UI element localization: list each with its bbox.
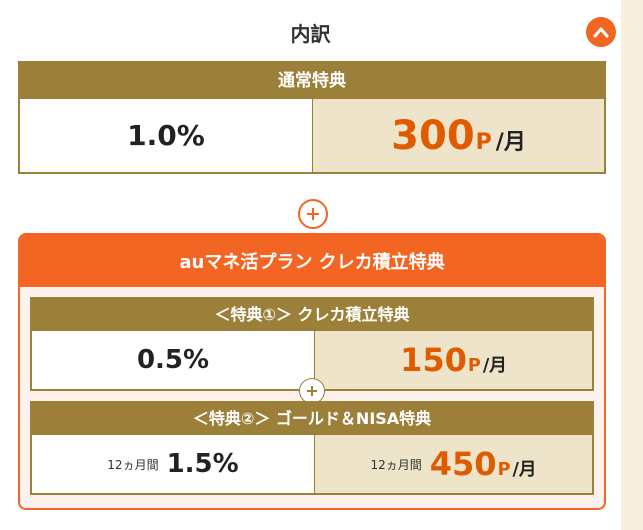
standard-benefit-title: 通常特典: [20, 63, 604, 99]
chevron-up-icon: [593, 27, 609, 38]
benefit1-points-unit: P: [467, 356, 481, 376]
breakdown-header: 内訳: [0, 0, 621, 58]
page-title: 内訳: [290, 22, 331, 46]
standard-points: 300 P /月: [391, 113, 526, 159]
benefit2-period-label: 12ヵ月間: [107, 457, 159, 472]
standard-rate: 1.0%: [127, 119, 205, 152]
benefit1-title: ＜特典①＞ クレカ積立特典: [32, 299, 592, 331]
plus-icon: [307, 208, 319, 220]
benefit2-points-unit: P: [497, 460, 511, 480]
collapse-toggle-button[interactable]: [586, 17, 616, 47]
benefit2-period-label-right: 12ヵ月間: [370, 457, 422, 472]
standard-points-value: 300: [391, 112, 475, 159]
benefit1-points: 150 P /月: [400, 341, 507, 379]
benefit2-points-cell: 12ヵ月間 450 P /月: [315, 435, 592, 493]
benefit1-points-per: /月: [482, 356, 507, 376]
benefit2-points-value: 450: [429, 445, 497, 483]
benefit2-title: ＜特典②＞ ゴールド＆NISA特典: [32, 403, 592, 435]
standard-points-per: /月: [495, 129, 526, 155]
benefit2-points: 450 P /月: [430, 445, 537, 483]
benefit2-rate-cell: 12ヵ月間 1.5%: [32, 435, 315, 493]
benefit1-rate: 0.5%: [136, 345, 210, 375]
plus-icon: [307, 386, 317, 396]
campaign-title: auマネ活プラン クレカ積立特典: [20, 235, 604, 287]
benefit2-points-per: /月: [512, 460, 537, 480]
plus-circle-icon: [298, 199, 328, 229]
benefit2-rate: 1.5%: [166, 449, 239, 479]
plus-circle-icon: [299, 378, 325, 404]
benefit1-rate-cell: 0.5%: [32, 331, 315, 389]
standard-rate-cell: 1.0%: [20, 99, 313, 172]
benefit2-card: ＜特典②＞ ゴールド＆NISA特典 12ヵ月間 1.5% 12ヵ月間 450 P…: [30, 401, 594, 495]
standard-points-cell: 300 P /月: [313, 99, 604, 172]
standard-points-unit: P: [475, 129, 492, 155]
standard-benefit-card: 通常特典 1.0% 300 P /月: [18, 61, 606, 174]
benefit1-card: ＜特典①＞ クレカ積立特典 0.5% 150 P /月: [30, 297, 594, 391]
benefit1-points-value: 150: [400, 341, 467, 379]
benefit1-points-cell: 150 P /月: [315, 331, 592, 389]
right-edge-panel: [621, 0, 643, 530]
